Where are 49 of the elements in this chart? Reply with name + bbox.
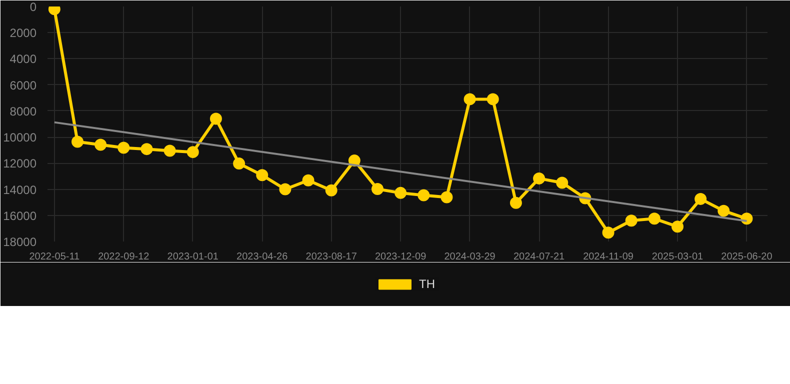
x-tick-label: 2023-12-09 — [375, 252, 427, 262]
y-tick-label: 16000 — [3, 208, 37, 223]
point — [210, 112, 222, 125]
y-tick-label: 10000 — [3, 130, 37, 145]
point — [694, 192, 707, 205]
y-tick-label: 2000 — [10, 26, 37, 40]
point — [418, 189, 430, 202]
point — [233, 158, 246, 170]
point — [625, 214, 638, 227]
point — [602, 226, 614, 239]
point — [279, 183, 292, 196]
legend-label: TH — [419, 277, 436, 291]
x-tick-label: 2023-01-01 — [167, 252, 219, 262]
point — [486, 93, 499, 106]
point — [325, 184, 338, 196]
x-tick-label: 2024-03-29 — [444, 252, 496, 262]
point — [186, 146, 199, 158]
point — [72, 136, 84, 148]
x-tick-label: 2025-03-01 — [652, 252, 704, 262]
point — [256, 169, 268, 182]
y-tick-label: 12000 — [3, 156, 37, 171]
point — [118, 142, 130, 154]
point — [394, 186, 407, 199]
x-tick-label: 2023-04-26 — [236, 252, 288, 262]
point — [718, 204, 730, 217]
x-tick-label: 2022-09-12 — [98, 252, 150, 262]
point — [302, 174, 314, 186]
y-tick-label: 4000 — [10, 52, 37, 66]
x-tick-label: 2023-08-17 — [306, 252, 358, 262]
point — [648, 212, 660, 225]
x-tick-label: 2022-05-11 — [29, 252, 80, 262]
y-tick-label: 6000 — [10, 78, 37, 92]
y-tick-label: 8000 — [10, 104, 37, 118]
point — [94, 138, 107, 151]
x-tick-label: 2024-07-21 — [513, 252, 566, 262]
point — [164, 144, 176, 157]
x-tick-label: 2024-11-09 — [583, 252, 634, 262]
y-tick-label: 18000 — [3, 235, 37, 249]
point — [556, 176, 568, 189]
point — [464, 93, 476, 106]
point — [440, 191, 453, 204]
y-tick-label: 0 — [30, 0, 37, 14]
point — [510, 196, 522, 209]
point — [672, 220, 684, 233]
x-tick-label: 2025-06-20 — [721, 252, 773, 262]
point — [140, 143, 153, 156]
point — [372, 183, 384, 196]
y-tick-label: 14000 — [3, 182, 37, 197]
point — [533, 172, 546, 184]
